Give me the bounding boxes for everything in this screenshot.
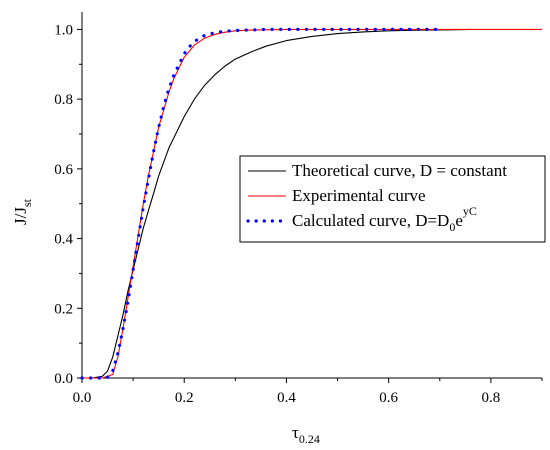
y-axis-title-base: J/J xyxy=(11,207,30,225)
calculated-curve xyxy=(80,27,442,380)
x-tick-label: 0.2 xyxy=(175,390,194,406)
theoretical-curve xyxy=(82,28,471,379)
x-tick-label: 0.8 xyxy=(482,390,501,406)
legend-label-part: yC xyxy=(463,204,477,218)
x-tick-label: 0.4 xyxy=(277,390,296,406)
y-tick-label: 0.4 xyxy=(54,232,73,248)
legend-label: Experimental curve xyxy=(292,186,426,205)
y-tick-label: 0.0 xyxy=(54,371,73,387)
x-axis-title-sub: 0.24 xyxy=(299,432,320,446)
legend-box xyxy=(239,155,546,243)
y-tick-label: 1.0 xyxy=(54,22,73,38)
legend-label-part: Calculated curve, D=D xyxy=(292,211,449,230)
legend-label: Theoretical curve, D = constant xyxy=(292,161,507,180)
y-axis-title: J/Jst xyxy=(11,198,34,225)
legend-label: Calculated curve, D=D0eyC xyxy=(292,204,477,234)
x-axis-title: τ0.24 xyxy=(292,423,320,446)
x-tick-label: 0.6 xyxy=(379,390,398,406)
y-tick-label: 0.6 xyxy=(54,162,73,178)
legend-label-part: Experimental curve xyxy=(292,186,426,205)
y-tick-label: 0.8 xyxy=(54,92,73,108)
x-axis-title-base: τ xyxy=(292,423,299,442)
legend-label-part: e xyxy=(455,211,463,230)
plot-area xyxy=(80,27,542,380)
legend-label-part: Theoretical curve, D = constant xyxy=(292,161,507,180)
y-axis-title-sub: st xyxy=(20,198,34,207)
y-tick-label: 0.2 xyxy=(54,301,73,317)
legend: Theoretical curve, D = constant Experimen… xyxy=(239,155,546,243)
legend-label-part: 0 xyxy=(449,220,455,234)
axes: 0.0 0.2 0.4 0.6 0.8 0.0 0.2 0.4 0.6 0.8 1.0 τ0.24 J/… xyxy=(11,12,543,446)
x-tick-label: 0.0 xyxy=(73,390,92,406)
